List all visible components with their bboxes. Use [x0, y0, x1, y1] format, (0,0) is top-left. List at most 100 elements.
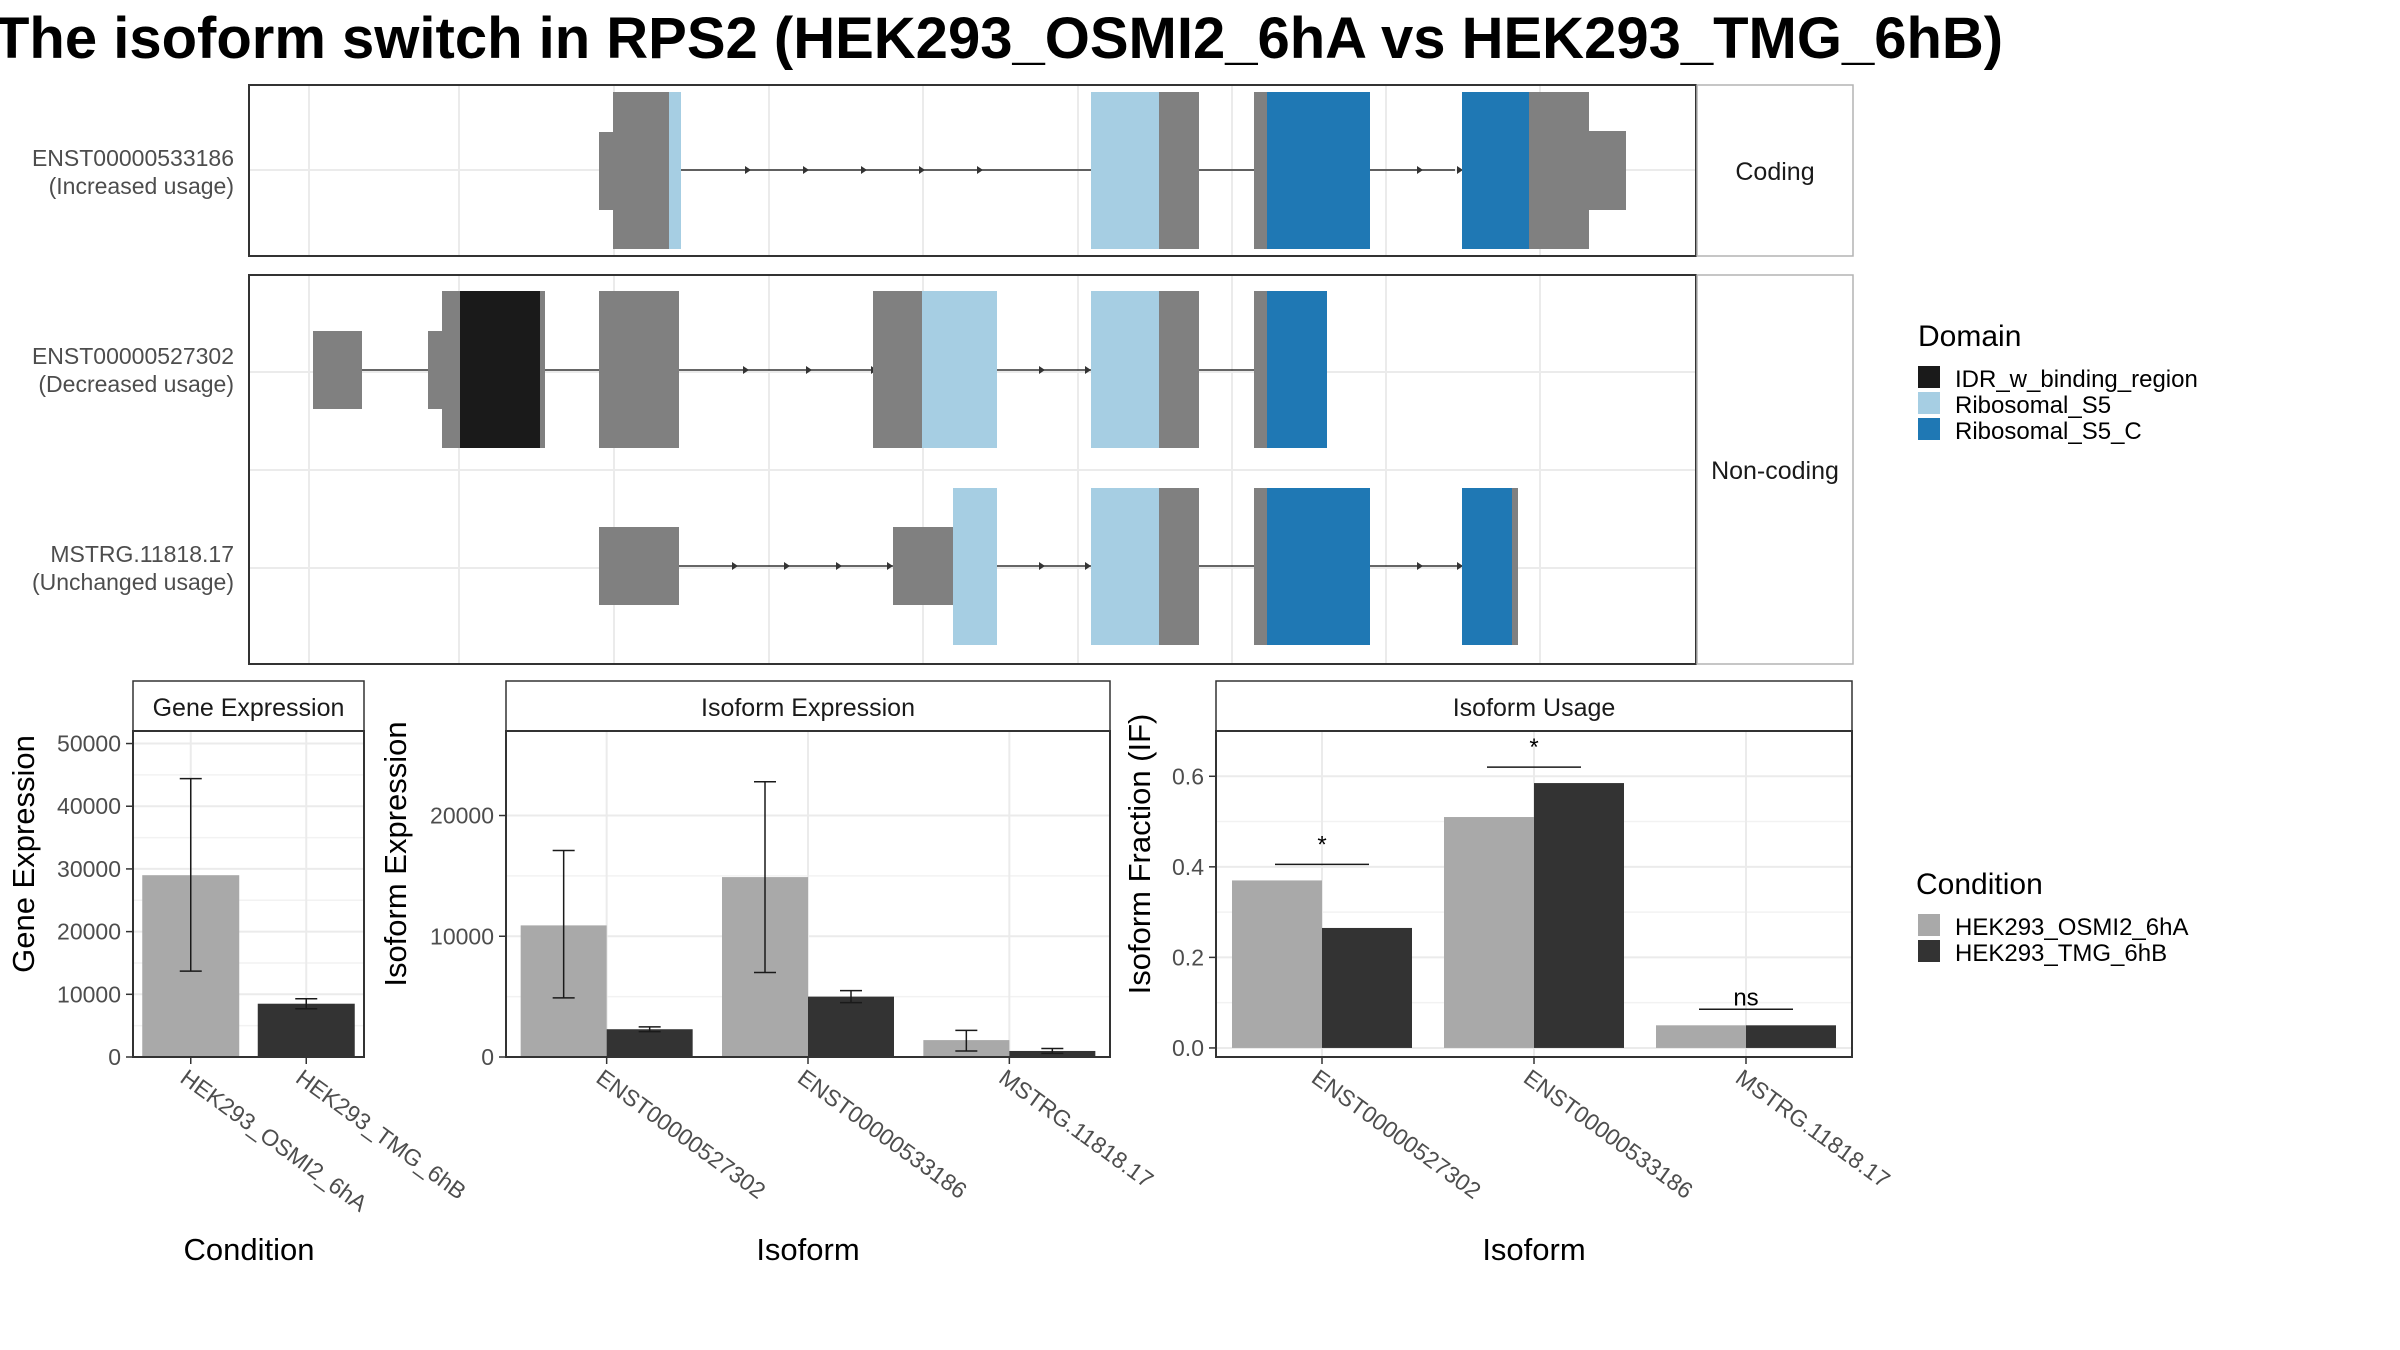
exon-utr	[893, 527, 953, 605]
condition-legend-title: Condition	[1916, 868, 2043, 901]
legend-label-tmg: HEK293_TMG_6hB	[1955, 940, 2167, 967]
exon	[1159, 291, 1199, 448]
exon	[1254, 488, 1267, 645]
y-tick-label: 0.6	[1172, 763, 1204, 789]
y-tick-label: 10000	[430, 923, 494, 949]
figure-title: The isoform switch in RPS2 (HEK293_OSMI2…	[0, 6, 2003, 71]
exon	[442, 291, 460, 448]
transcript-structure-panel: Coding Non-coding ENST00000533186 (Incre…	[32, 84, 1854, 665]
domain-ribosomal-s5	[1091, 92, 1159, 249]
exon	[873, 291, 922, 448]
domain-legend: Domain IDR_w_binding_region Ribosomal_S5…	[1918, 320, 2198, 445]
domain-ribosomal-s5-c	[1267, 291, 1327, 448]
domain-ribosomal-s5-c	[1462, 488, 1512, 645]
transcript-usage-mstrg: (Unchanged usage)	[32, 569, 234, 595]
x-tick-label: ENST00000533186	[793, 1064, 972, 1204]
domain-ribosomal-s5-c	[1462, 92, 1529, 249]
domain-legend-title: Domain	[1918, 320, 2021, 353]
domain-ribosomal-s5	[922, 291, 997, 448]
bar	[808, 996, 894, 1057]
legend-label-idr: IDR_w_binding_region	[1955, 366, 2198, 393]
y-tick-label: 0.0	[1172, 1035, 1204, 1061]
exon	[613, 92, 669, 249]
transcript-enst527302	[313, 291, 1327, 448]
panel-title: Gene Expression	[153, 694, 345, 722]
domain-idr-w-binding-region	[460, 291, 540, 448]
x-axis-title: Condition	[184, 1232, 315, 1267]
x-tick-label: ENST00000527302	[592, 1064, 771, 1204]
coding-strip	[1696, 84, 1854, 257]
x-tick-label: MSTRG.11818.17	[1731, 1064, 1895, 1193]
bar	[1746, 1025, 1836, 1048]
transcript-label-enst527302: ENST00000527302	[32, 343, 234, 369]
legend-label-osmi2: HEK293_OSMI2_6hA	[1955, 914, 2188, 941]
exon	[1254, 92, 1267, 249]
exon-utr	[313, 331, 362, 409]
y-tick-label: 0	[481, 1044, 494, 1070]
y-tick-label: 20000	[430, 803, 494, 829]
y-tick-label: 20000	[57, 919, 121, 945]
intron-arrows	[732, 562, 1463, 570]
transcript-usage-enst527302: (Decreased usage)	[38, 371, 234, 397]
significance-label: ns	[1733, 984, 1758, 1011]
exon-utr	[599, 132, 613, 210]
exon	[599, 291, 679, 448]
exon	[1159, 92, 1199, 249]
transcript-label-enst533186: ENST00000533186	[32, 145, 234, 171]
domain-ribosomal-s5	[669, 92, 681, 249]
x-axis-title: Isoform	[1482, 1232, 1585, 1267]
y-axis-title: Gene Expression	[6, 735, 41, 973]
bar	[606, 1029, 693, 1057]
legend-key-tmg	[1918, 940, 1940, 962]
legend-label-ribosomal-s5-c: Ribosomal_S5_C	[1955, 418, 2142, 445]
legend-label-ribosomal-s5: Ribosomal_S5	[1955, 392, 2111, 419]
bar	[257, 1003, 355, 1057]
noncoding-strip-label: Non-coding	[1711, 457, 1839, 485]
bar-chart-panels: Gene Expression 0 10000 20000 30000 40000 5000…	[6, 680, 1895, 1267]
exon-utr	[428, 331, 442, 409]
y-axis-title: Isoform Fraction (IF)	[1122, 714, 1157, 995]
domain-ribosomal-s5	[953, 488, 997, 645]
x-tick-label: HEK293_OSMI2_6hA	[176, 1064, 373, 1217]
condition-legend: Condition HEK293_OSMI2_6hA HEK293_TMG_6h…	[1916, 868, 2188, 967]
legend-key-ribosomal-s5-c	[1918, 418, 1940, 440]
panel-border	[1215, 730, 1853, 1058]
intron-arrows	[745, 166, 1463, 174]
domain-ribosomal-s5	[1091, 291, 1159, 448]
transcript-label-mstrg: MSTRG.11818.17	[50, 541, 234, 567]
panel-title: Isoform Expression	[701, 694, 915, 722]
x-tick-label: ENST00000533186	[1519, 1064, 1698, 1204]
panel-border	[505, 730, 1111, 1058]
transcript-enst533186	[599, 92, 1626, 249]
significance-label: *	[1317, 831, 1326, 858]
bar	[1534, 783, 1624, 1048]
exon	[1529, 92, 1589, 249]
exon-utr	[599, 527, 679, 605]
y-axis-title: Isoform Expression	[378, 721, 413, 986]
bar	[1322, 927, 1412, 1048]
y-tick-label: 10000	[57, 981, 121, 1007]
exon	[1254, 291, 1267, 448]
x-axis-title: Isoform	[756, 1232, 859, 1267]
domain-ribosomal-s5-c	[1267, 488, 1370, 645]
domain-ribosomal-s5	[1091, 488, 1159, 645]
bar	[1232, 880, 1322, 1048]
panel-border	[132, 730, 365, 1058]
y-tick-label: 30000	[57, 856, 121, 882]
exon	[1512, 488, 1518, 645]
panel-title: Isoform Usage	[1453, 694, 1616, 722]
x-tick-label: MSTRG.11818.17	[994, 1064, 1158, 1193]
noncoding-strip	[1696, 274, 1854, 665]
transcript-usage-enst533186: (Increased usage)	[49, 173, 234, 199]
y-tick-label: 0	[108, 1044, 121, 1070]
panel-strip	[1215, 680, 1853, 732]
panel-strip	[132, 680, 365, 732]
legend-key-osmi2	[1918, 914, 1940, 936]
x-tick-label: ENST00000527302	[1307, 1064, 1486, 1204]
y-tick-label: 0.2	[1172, 944, 1204, 970]
legend-key-idr	[1918, 366, 1940, 388]
transcript-mstrg	[599, 488, 1518, 645]
y-tick-label: 0.4	[1172, 854, 1204, 880]
exon	[540, 291, 545, 448]
